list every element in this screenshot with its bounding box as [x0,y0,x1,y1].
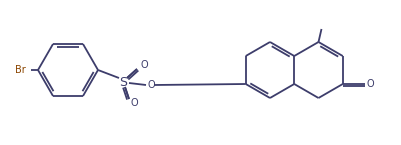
Text: O: O [140,60,148,70]
Text: O: O [130,98,138,108]
Text: S: S [119,76,127,88]
Text: Br: Br [14,65,25,75]
Text: O: O [366,79,374,89]
Text: O: O [147,80,154,90]
